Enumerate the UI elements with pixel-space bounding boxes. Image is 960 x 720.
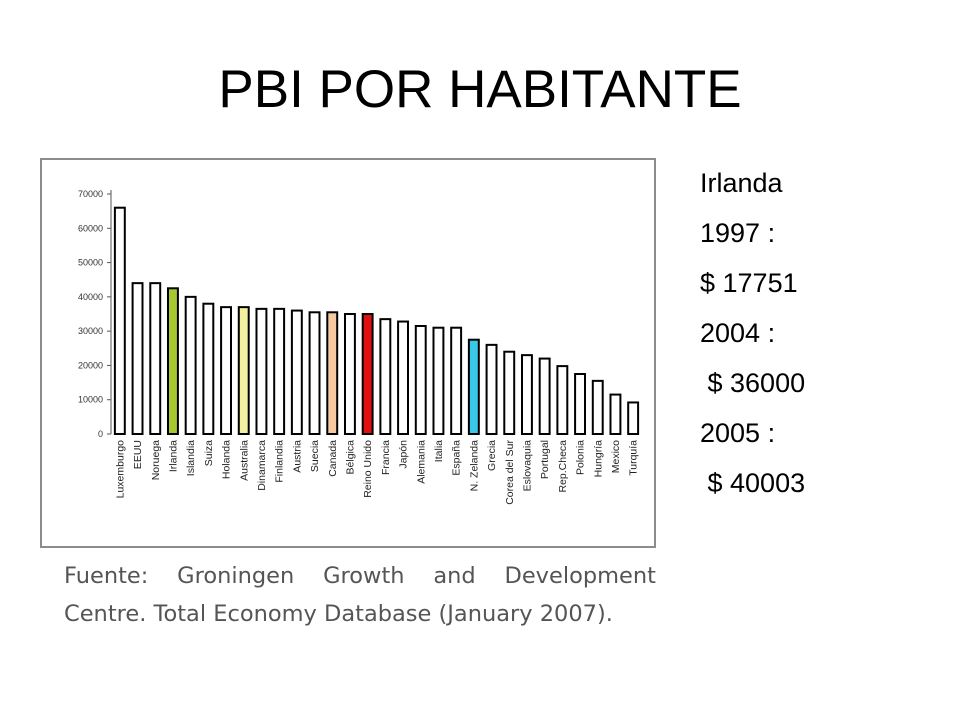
bar-polonia — [574, 373, 587, 435]
x-category-label: Irlanda — [167, 440, 179, 472]
bar-jap-n — [397, 320, 409, 435]
bar-n-zelanda — [467, 338, 480, 436]
stats-year-2005: 2005 : — [700, 418, 776, 448]
chart-frame: 0 10000 20000 30000 40000 50000 60000 70000 Lux… — [40, 158, 656, 548]
y-tick-label: 60000 — [78, 223, 103, 233]
x-category-label: Italia — [433, 440, 445, 462]
x-category-label: Islandia — [185, 440, 197, 476]
stats-year-1997: 1997 : — [700, 218, 776, 248]
x-category-label: Turquía — [628, 440, 640, 476]
bar-noruega — [149, 282, 162, 435]
x-category-label: Dinamarca — [256, 440, 268, 491]
y-tick-label: 0 — [98, 429, 103, 439]
stats-value-1997: $ 17751 — [700, 268, 798, 298]
bar-b-lgica — [343, 313, 356, 435]
x-category-label: Eslovaquia — [521, 440, 533, 492]
bar-canada — [326, 311, 339, 435]
x-category-label: N. Zelanda — [468, 440, 480, 492]
x-category-label: Francia — [380, 440, 392, 475]
bar-rep-checa — [556, 365, 569, 435]
bar-dinamarca — [255, 307, 268, 435]
stats-value-2004: $ 36000 — [700, 368, 806, 398]
bar-hungr-a — [591, 379, 604, 435]
x-category-label: Portugal — [539, 440, 551, 479]
bar-grecia — [485, 343, 498, 435]
bar-suiza — [202, 302, 215, 435]
x-category-label: EEUU — [132, 440, 144, 469]
stats-year-2004: 2004 : — [700, 318, 776, 348]
slide-title: PBI POR HABITANTE — [218, 60, 742, 119]
x-category-label: Hungría — [592, 440, 604, 478]
bar-austria — [290, 309, 303, 436]
x-category-label: Luxemburgo — [114, 440, 126, 499]
y-tick-label: 10000 — [78, 395, 103, 405]
x-category-label: Reino Unido — [362, 440, 374, 498]
x-category-label: Polonia — [575, 440, 587, 475]
x-category-label: Noruega — [150, 440, 162, 480]
bar-eeuu — [131, 282, 144, 435]
bar-suecia — [308, 311, 321, 435]
x-category-label: Finlandia — [274, 440, 286, 483]
x-category-label: Holanda — [221, 440, 233, 479]
bar-irlanda — [166, 287, 179, 435]
y-axis: 0 10000 20000 30000 40000 50000 60000 70000 — [78, 189, 112, 439]
category-labels: Luxemburgo EEUU Noruega Irlanda Islandia Suiz… — [114, 440, 639, 505]
x-category-label: Suecia — [309, 440, 321, 472]
bar-chart: 0 10000 20000 30000 40000 50000 60000 70000 Lux… — [78, 189, 640, 505]
x-category-label: Mexico — [610, 440, 622, 473]
bar-finlandia — [273, 307, 286, 435]
x-category-label: Canada — [327, 440, 339, 477]
bar-corea-del-sur — [503, 350, 516, 436]
x-category-label: Corea del Sur — [504, 440, 516, 505]
bar-reino-unido — [361, 313, 374, 435]
bar-holanda — [220, 306, 232, 435]
bar-espa-a — [450, 326, 463, 436]
x-category-label: Grecia — [486, 440, 498, 471]
x-category-label: Austria — [291, 440, 303, 473]
bars — [113, 206, 640, 436]
y-tick-label: 70000 — [78, 189, 103, 199]
x-category-label: Alemania — [415, 440, 427, 484]
bar-mexico — [609, 393, 622, 436]
y-tick-label: 40000 — [78, 292, 103, 302]
bar-francia — [379, 318, 392, 435]
bar-turqu-a — [627, 401, 640, 436]
x-category-label: Australia — [238, 440, 250, 481]
x-category-label: España — [451, 440, 463, 476]
y-tick-label: 20000 — [78, 360, 103, 370]
irlanda-stats-panel: Irlanda 1997 : $ 17751 2004 : $ 36000 20… — [700, 158, 940, 508]
x-category-label: Suiza — [203, 440, 215, 466]
bar-italia — [432, 326, 445, 436]
source-note: Fuente: Groningen Growth and Development… — [64, 563, 656, 627]
bar-islandia — [184, 295, 197, 435]
bar-eslovaquia — [520, 354, 533, 435]
x-category-label: Bélgica — [344, 440, 356, 475]
x-category-label: Japón — [398, 440, 410, 469]
y-tick-label: 30000 — [78, 326, 103, 336]
bar-luxemburgo — [113, 206, 126, 435]
stats-value-2005: $ 40003 — [700, 468, 806, 498]
stats-country: Irlanda — [700, 168, 783, 198]
bar-alemania — [414, 325, 427, 435]
bar-australia — [237, 306, 250, 435]
bar-portugal — [538, 357, 551, 436]
y-tick-label: 50000 — [78, 258, 103, 268]
x-category-label: Rep.Checa — [557, 440, 569, 493]
